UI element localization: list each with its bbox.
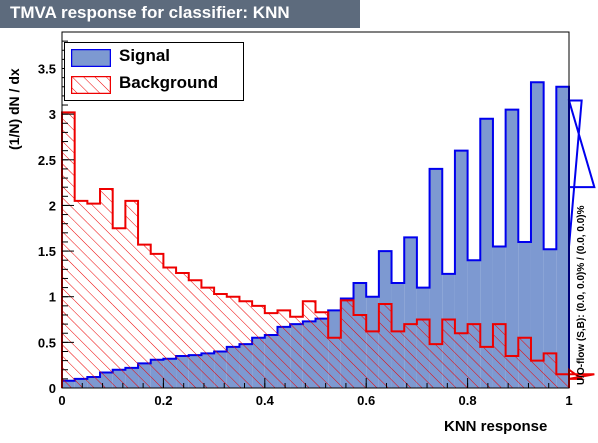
background-bin <box>391 331 405 388</box>
background-bin <box>492 324 506 388</box>
x-tick-label: 0.6 <box>357 393 375 408</box>
background-bin <box>454 333 468 388</box>
background-bin <box>518 337 531 388</box>
background-bin <box>112 228 126 388</box>
background-bin <box>239 301 253 388</box>
signal-bin <box>480 118 493 388</box>
background-histogram <box>61 111 595 389</box>
background-bin <box>467 324 481 388</box>
y-tick-label: 2 <box>49 198 56 213</box>
y-tick-label: 1 <box>49 290 56 305</box>
x-tick-label: 0.4 <box>256 393 275 408</box>
background-bin <box>188 280 202 388</box>
background-bin <box>201 287 215 388</box>
y-tick-label: 0.5 <box>38 335 56 350</box>
background-bin <box>404 324 417 388</box>
plot-frame <box>61 31 570 389</box>
y-tick-label: 3 <box>49 107 56 122</box>
background-bin <box>328 337 341 388</box>
x-axis-title: KNN response <box>444 418 548 435</box>
background-bin <box>62 112 75 389</box>
background-bin <box>226 296 240 388</box>
y-tick-label: 1.5 <box>38 244 56 259</box>
x-tick-label: 0 <box>58 393 65 408</box>
background-bin <box>442 319 455 388</box>
signal-swatch <box>71 49 111 67</box>
background-bin <box>150 253 164 388</box>
background-bin <box>277 310 291 388</box>
y-axis: 0 0.5 1 1.5 2 2.5 3 3.5 <box>38 31 74 396</box>
x-tick-label: 1 <box>565 393 572 408</box>
legend: Signal Background <box>64 42 244 101</box>
background-bin <box>125 200 139 388</box>
chart-title: TMVA response for classifier: KNN <box>10 3 290 22</box>
signal-bin <box>454 150 468 388</box>
background-bin <box>176 272 189 388</box>
background-bin <box>74 200 88 388</box>
background-bin <box>100 189 113 388</box>
background-bin <box>556 374 569 388</box>
y-tick-label: 2.5 <box>38 153 56 168</box>
signal-bin <box>530 82 544 388</box>
legend-label-background: Background <box>119 73 219 92</box>
y-tick-label: 0 <box>49 381 56 396</box>
background-bin <box>480 346 493 388</box>
background-outline <box>61 111 595 388</box>
y-axis-title: (1/N) dN / dx <box>6 68 22 150</box>
side-label: U/O-flow (S,B): (0.0, 0.0)% / (0.0, 0.0)… <box>576 205 587 385</box>
legend-label-signal: Signal <box>119 46 171 65</box>
background-bin <box>252 305 265 388</box>
background-swatch <box>71 76 111 94</box>
y-tick-label: 3.5 <box>38 62 56 77</box>
x-tick-label: 0.2 <box>154 393 172 408</box>
signal-bin <box>505 109 519 388</box>
signal-bin <box>429 168 443 388</box>
background-bin <box>87 203 101 388</box>
background-bin <box>302 301 316 388</box>
background-bin <box>264 313 278 388</box>
background-bin <box>138 244 151 388</box>
background-bin <box>315 312 329 388</box>
background-bin <box>163 267 177 388</box>
background-bin <box>290 316 303 388</box>
background-bin <box>353 314 367 388</box>
background-bin <box>530 360 544 388</box>
background-bin <box>416 319 430 388</box>
background-bin <box>505 356 519 388</box>
background-bin <box>214 293 227 388</box>
background-bin <box>543 353 557 388</box>
background-bin <box>366 331 379 388</box>
background-bin <box>378 304 392 388</box>
x-tick-label: 0.8 <box>459 393 477 408</box>
background-bin <box>340 300 354 388</box>
x-axis: 0 0.2 0.4 0.6 0.8 1 <box>58 378 573 408</box>
signal-bin <box>556 86 569 389</box>
background-bin <box>429 344 443 388</box>
title-bar: TMVA response for classifier: KNN <box>0 0 360 28</box>
